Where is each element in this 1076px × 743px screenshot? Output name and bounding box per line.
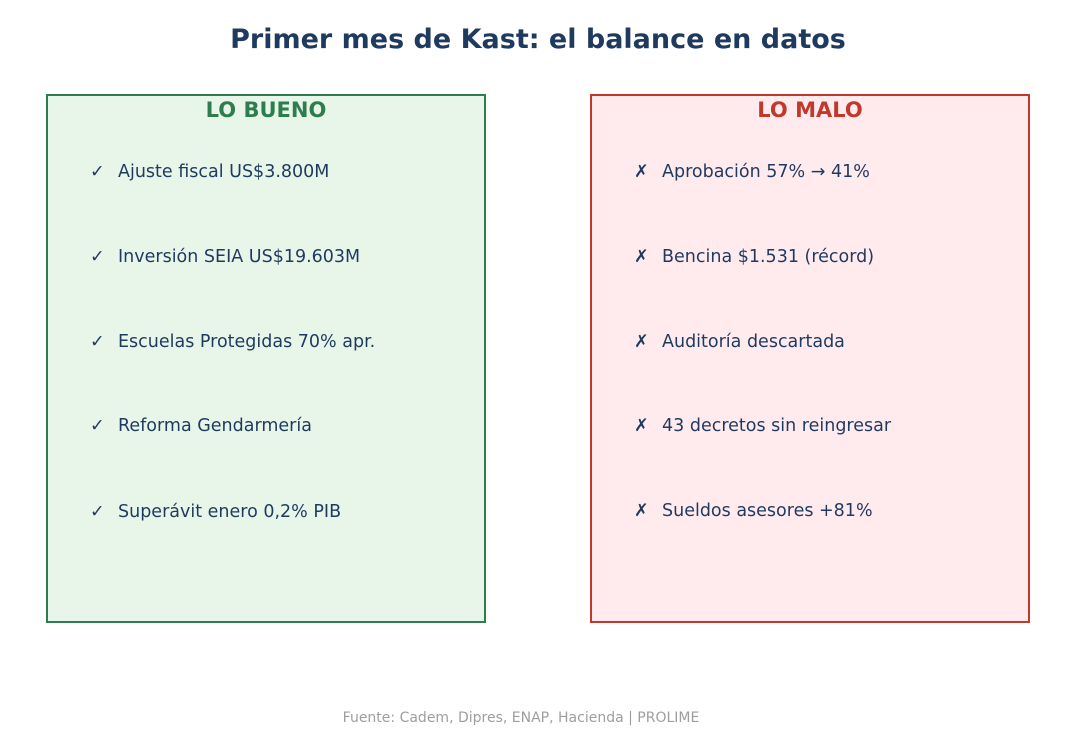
good-item: ✓ Reforma Gendarmería — [90, 416, 312, 436]
good-item-label: Superávit enero 0,2% PIB — [118, 502, 342, 522]
bad-panel-heading: LO MALO — [757, 98, 863, 122]
good-item-label: Ajuste fiscal US$3.800M — [118, 162, 330, 182]
good-item: ✓ Escuelas Protegidas 70% apr. — [90, 332, 375, 352]
good-item: ✓ Inversión SEIA US$19.603M — [90, 247, 360, 267]
good-panel: LO BUENO ✓ Ajuste fiscal US$3.800M ✓ Inver… — [46, 94, 486, 623]
cross-icon: ✗ — [634, 332, 649, 352]
good-item-label: Escuelas Protegidas 70% apr. — [118, 332, 376, 352]
check-icon: ✓ — [90, 416, 105, 436]
bad-panel: LO MALO ✗ Aprobación 57% → 41% ✗ Bencina $… — [590, 94, 1030, 623]
good-item-label: Reforma Gendarmería — [118, 416, 312, 436]
check-icon: ✓ — [90, 332, 105, 352]
good-panel-heading: LO BUENO — [205, 98, 327, 122]
bad-item-label: Bencina $1.531 (récord) — [662, 247, 875, 267]
bad-item-label: Aprobación 57% → 41% — [662, 162, 870, 182]
bad-item-label: Sueldos asesores +81% — [662, 501, 873, 521]
good-item: ✓ Ajuste fiscal US$3.800M — [90, 162, 329, 182]
source-note: Fuente: Cadem, Dipres, ENAP, Hacienda | … — [342, 710, 700, 726]
bad-item: ✗ Bencina $1.531 (récord) — [634, 247, 874, 267]
good-item: ✓ Superávit enero 0,2% PIB — [90, 502, 341, 522]
check-icon: ✓ — [90, 247, 105, 267]
cross-icon: ✗ — [634, 247, 649, 267]
good-item-label: Inversión SEIA US$19.603M — [118, 247, 361, 267]
cross-icon: ✗ — [634, 501, 649, 521]
bad-item: ✗ 43 decretos sin reingresar — [634, 416, 891, 436]
page-title: Primer mes de Kast: el balance en datos — [230, 24, 846, 55]
cross-icon: ✗ — [634, 162, 649, 182]
bad-item: ✗ Aprobación 57% → 41% — [634, 162, 870, 182]
bad-item-label: Auditoría descartada — [662, 332, 845, 352]
check-icon: ✓ — [90, 162, 105, 182]
bad-item: ✗ Sueldos asesores +81% — [634, 501, 873, 521]
bad-item: ✗ Auditoría descartada — [634, 332, 845, 352]
bad-item-label: 43 decretos sin reingresar — [662, 416, 892, 436]
check-icon: ✓ — [90, 502, 105, 522]
cross-icon: ✗ — [634, 416, 649, 436]
